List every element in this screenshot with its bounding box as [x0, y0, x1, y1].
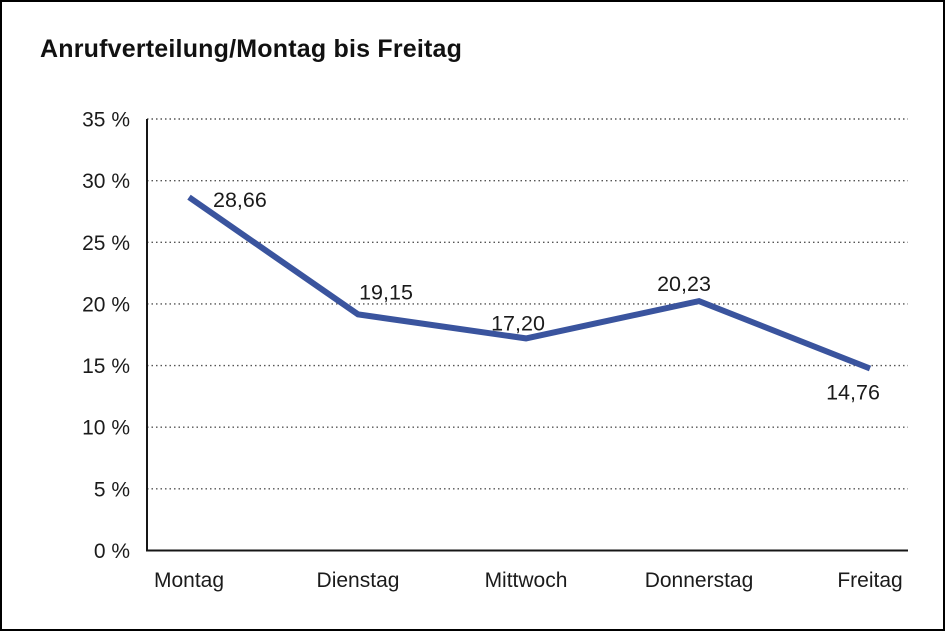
- data-point-label: 28,66: [213, 188, 267, 212]
- y-tick-label: 10 %: [82, 417, 130, 440]
- series-line: [187, 194, 872, 372]
- x-axis-label: Mittwoch: [485, 569, 568, 592]
- y-tick-label: 5 %: [94, 478, 130, 501]
- data-point-label: 20,23: [657, 272, 711, 296]
- y-tick-label: 25 %: [82, 232, 130, 255]
- y-tick-label: 30 %: [82, 170, 130, 193]
- x-axis-label: Donnerstag: [645, 569, 754, 592]
- y-tick-label: 20 %: [82, 293, 130, 316]
- data-point-label: 17,20: [491, 311, 545, 335]
- x-axis-label: Freitag: [837, 569, 902, 592]
- x-axis-label: Montag: [154, 569, 224, 592]
- chart-title: Anrufverteilung/Montag bis Freitag: [40, 35, 463, 63]
- data-point-label: 14,76: [826, 381, 880, 405]
- y-tick-label: 15 %: [82, 355, 130, 378]
- x-axis-label: Dienstag: [317, 569, 400, 592]
- data-point-label: 19,15: [359, 280, 413, 304]
- y-tick-label: 35 %: [82, 109, 130, 132]
- y-tick-label: 0 %: [94, 540, 130, 563]
